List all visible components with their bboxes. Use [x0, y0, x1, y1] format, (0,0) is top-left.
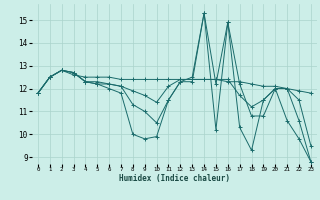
X-axis label: Humidex (Indice chaleur): Humidex (Indice chaleur) [119, 174, 230, 183]
